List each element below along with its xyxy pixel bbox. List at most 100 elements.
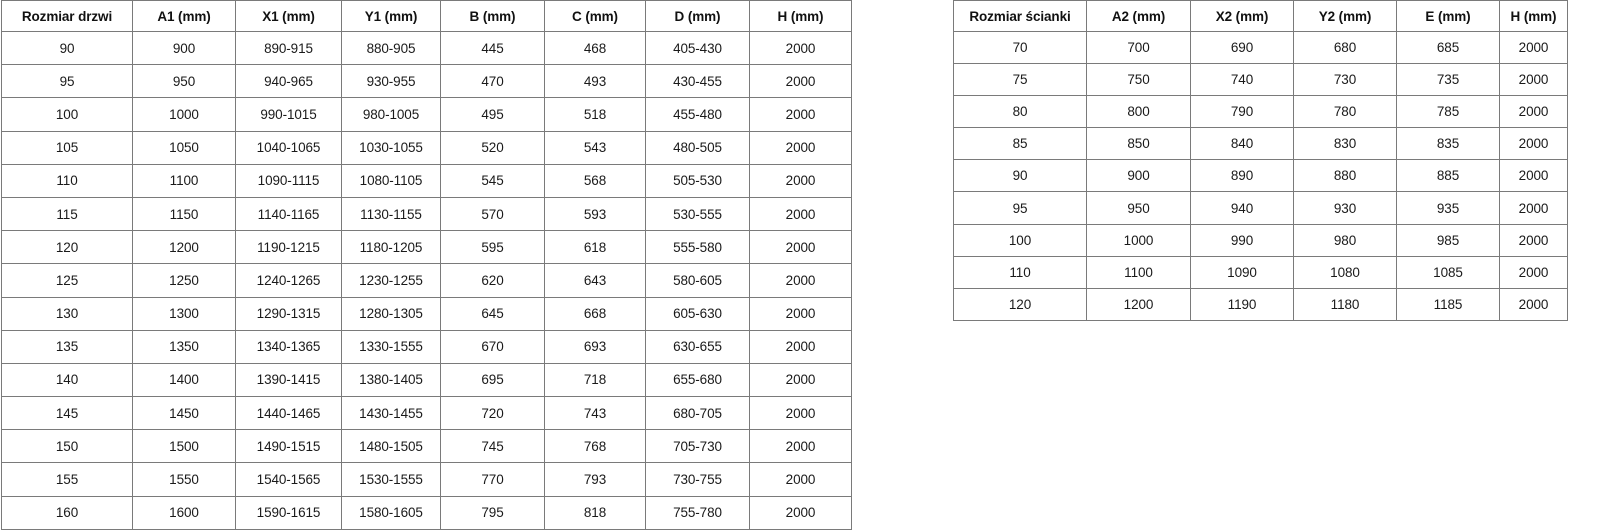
- table-cell: 835: [1396, 127, 1500, 161]
- table-cell: 468: [544, 30, 646, 66]
- table-cell: 630-655: [645, 329, 750, 364]
- table-row: 100 1000 990 980 985 2000: [953, 223, 1568, 257]
- table-cell: 1350: [132, 329, 236, 364]
- table-cell: 793: [544, 462, 646, 497]
- table-cell: 2000: [749, 230, 852, 265]
- table-cell: 693: [544, 329, 646, 364]
- table-cell: 1000: [1086, 223, 1191, 257]
- table-cell: 1080: [1293, 255, 1397, 289]
- table-cell: 120: [953, 287, 1087, 321]
- table-cell: 470: [440, 64, 545, 99]
- table-cell: 1380-1405: [341, 362, 441, 398]
- table-cell: 950: [132, 64, 236, 99]
- table-cell: 2000: [749, 362, 852, 398]
- table-cell: 1300: [132, 296, 236, 331]
- table-cell: 505-530: [645, 163, 750, 198]
- table-cell: 1280-1305: [341, 296, 441, 331]
- table-cell: 880-905: [341, 30, 441, 66]
- table-cell: 668: [544, 296, 646, 331]
- door-column-header-4: B (mm): [440, 0, 545, 32]
- table-cell: 1050: [132, 130, 236, 165]
- wall-table-body: 70 700 690 680 685 2000 75 750 740 730 735 2000 80 80…: [953, 30, 1568, 321]
- wall-column-header-5: H (mm): [1499, 0, 1568, 32]
- side-wall-size-specification-table: Rozmiar ścianki A2 (mm) X2 (mm) Y2 (mm) E (m…: [953, 0, 1568, 321]
- table-cell: 2000: [1499, 191, 1568, 225]
- table-cell: 2000: [749, 462, 852, 497]
- table-cell: 930: [1293, 191, 1397, 225]
- table-cell: 90: [1, 30, 133, 66]
- table-cell: 593: [544, 196, 646, 232]
- table-row: 120 1200 1190 1180 1185 2000: [953, 287, 1568, 321]
- table-cell: 1440-1465: [235, 396, 342, 431]
- table-cell: 2000: [749, 329, 852, 364]
- table-cell: 705-730: [645, 429, 750, 464]
- table-cell: 2000: [1499, 255, 1568, 289]
- table-row: 105 1050 1040-1065 1030-1055 520 543 480-505 20…: [1, 130, 852, 165]
- table-cell: 1100: [1086, 255, 1191, 289]
- table-cell: 768: [544, 429, 646, 464]
- table-cell: 2000: [749, 64, 852, 99]
- table-cell: 618: [544, 230, 646, 265]
- table-cell: 1590-1615: [235, 495, 342, 530]
- table-cell: 145: [1, 396, 133, 431]
- table-cell: 155: [1, 462, 133, 497]
- table-cell: 795: [440, 495, 545, 530]
- table-cell: 718: [544, 362, 646, 398]
- table-cell: 595: [440, 230, 545, 265]
- table-cell: 543: [544, 130, 646, 165]
- table-cell: 2000: [749, 196, 852, 232]
- table-cell: 2000: [749, 30, 852, 66]
- wall-column-header-4: E (mm): [1396, 0, 1500, 32]
- table-cell: 100: [1, 97, 133, 132]
- table-cell: 493: [544, 64, 646, 99]
- table-cell: 555-580: [645, 230, 750, 265]
- door-table-body: 90 900 890-915 880-905 445 468 405-430 2000 95 95…: [1, 30, 852, 530]
- table-cell: 1240-1265: [235, 263, 342, 298]
- table-cell: 750: [1086, 63, 1191, 97]
- table-cell: 900: [1086, 159, 1191, 193]
- table-cell: 1230-1255: [341, 263, 441, 298]
- door-table-header: Rozmiar drzwi A1 (mm) X1 (mm) Y1 (mm) B (mm)…: [1, 0, 852, 32]
- table-row: 110 1100 1090-1115 1080-1105 545 568 505-530 20…: [1, 163, 852, 198]
- table-cell: 1000: [132, 97, 236, 132]
- table-cell: 940-965: [235, 64, 342, 99]
- door-size-specification-table: Rozmiar drzwi A1 (mm) X1 (mm) Y1 (mm) B (mm)…: [1, 0, 852, 530]
- table-cell: 1140-1165: [235, 196, 342, 232]
- table-cell: 2000: [749, 495, 852, 530]
- specification-sheet: Rozmiar drzwi A1 (mm) X1 (mm) Y1 (mm) B (mm)…: [1, 0, 1568, 530]
- table-row: 150 1500 1490-1515 1480-1505 745 768 705-730 20…: [1, 429, 852, 464]
- table-cell: 1190-1215: [235, 230, 342, 265]
- table-cell: 935: [1396, 191, 1500, 225]
- table-cell: 75: [953, 63, 1087, 97]
- table-cell: 735: [1396, 63, 1500, 97]
- table-cell: 2000: [1499, 223, 1568, 257]
- table-cell: 110: [953, 255, 1087, 289]
- table-cell: 785: [1396, 95, 1500, 129]
- table-cell: 1400: [132, 362, 236, 398]
- table-cell: 140: [1, 362, 133, 398]
- table-cell: 1080-1105: [341, 163, 441, 198]
- table-cell: 1085: [1396, 255, 1500, 289]
- table-cell: 1330-1555: [341, 329, 441, 364]
- table-cell: 160: [1, 495, 133, 530]
- table-cell: 730: [1293, 63, 1397, 97]
- table-cell: 1190: [1190, 287, 1294, 321]
- table-row: 95 950 940 930 935 2000: [953, 191, 1568, 225]
- table-cell: 790: [1190, 95, 1294, 129]
- table-cell: 2000: [749, 296, 852, 331]
- table-row: 75 750 740 730 735 2000: [953, 63, 1568, 97]
- table-cell: 840: [1190, 127, 1294, 161]
- wall-column-header-2: X2 (mm): [1190, 0, 1294, 32]
- table-row: 130 1300 1290-1315 1280-1305 645 668 605-630 20…: [1, 296, 852, 331]
- table-cell: 730-755: [645, 462, 750, 497]
- table-cell: 940: [1190, 191, 1294, 225]
- table-cell: 643: [544, 263, 646, 298]
- table-cell: 645: [440, 296, 545, 331]
- table-cell: 1340-1365: [235, 329, 342, 364]
- table-cell: 1030-1055: [341, 130, 441, 165]
- table-row: 125 1250 1240-1265 1230-1255 620 643 580-605 20…: [1, 263, 852, 298]
- table-cell: 105: [1, 130, 133, 165]
- table-cell: 1500: [132, 429, 236, 464]
- table-cell: 740: [1190, 63, 1294, 97]
- table-cell: 680-705: [645, 396, 750, 431]
